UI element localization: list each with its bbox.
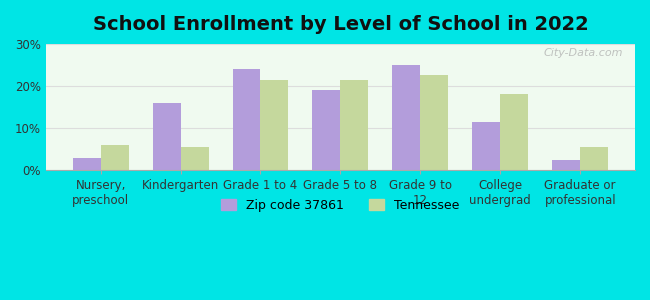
Text: City-Data.com: City-Data.com — [543, 48, 623, 58]
Bar — [261, 80, 289, 170]
Bar — [500, 94, 528, 170]
Bar — [101, 145, 129, 170]
Bar — [313, 90, 341, 170]
Bar — [473, 122, 501, 170]
Bar — [73, 158, 101, 170]
Title: School Enrollment by Level of School in 2022: School Enrollment by Level of School in … — [92, 15, 588, 34]
Bar — [580, 147, 608, 170]
Bar — [552, 160, 580, 170]
Legend: Zip code 37861, Tennessee: Zip code 37861, Tennessee — [216, 194, 465, 217]
Bar — [341, 80, 369, 170]
Bar — [153, 103, 181, 170]
Bar — [393, 65, 421, 170]
Bar — [181, 147, 209, 170]
Bar — [421, 76, 448, 170]
Bar — [233, 69, 261, 170]
